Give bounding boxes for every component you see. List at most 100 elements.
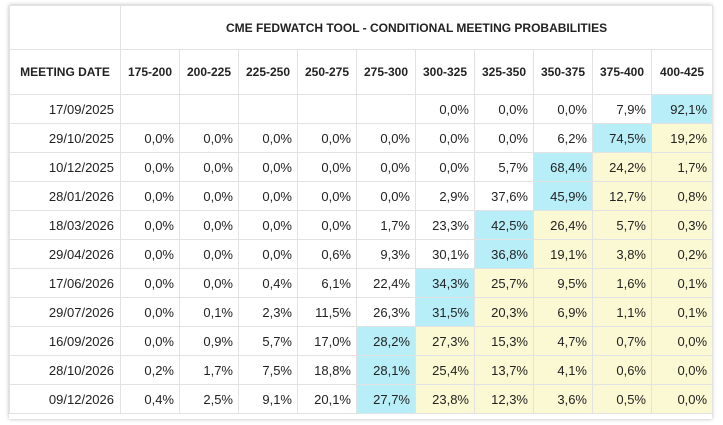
meeting-date-cell: 29/04/2026 <box>9 239 121 269</box>
probability-cell: 0,0% <box>179 268 239 298</box>
probability-cell: 0,0% <box>179 123 239 153</box>
probability-cell: 92,1% <box>650 94 714 124</box>
probability-cell: 0,7% <box>592 326 652 356</box>
probability-cell: 2,5% <box>179 384 239 414</box>
probability-cell: 0,0% <box>474 94 534 124</box>
probability-cell: 0,0% <box>356 123 416 153</box>
meeting-date-cell: 17/09/2025 <box>9 94 121 124</box>
probabilities-table: CME FEDWATCH TOOL - CONDITIONAL MEETING … <box>9 5 714 414</box>
probability-cell: 45,9% <box>533 181 593 211</box>
meeting-date-cell: 28/01/2026 <box>9 181 121 211</box>
probability-cell: 0,0% <box>533 94 593 124</box>
column-header-row: MEETING DATE 175-200 200-225 225-250 250-27… <box>9 49 714 95</box>
probability-cell: 0,2% <box>120 355 180 385</box>
probability-cell <box>238 94 298 124</box>
probability-cell: 0,0% <box>179 181 239 211</box>
rate-range-header: 400-425 <box>650 49 714 95</box>
table-row: 18/03/2026 0,0% 0,0% 0,0% 0,0% 1,7% 23,3% 42,5%… <box>9 210 714 240</box>
table-row: 17/09/2025 0,0% 0,0% 0,0% 7,9% 92,1% <box>9 94 714 124</box>
meeting-date-cell: 29/10/2025 <box>9 123 121 153</box>
probability-cell: 18,8% <box>297 355 357 385</box>
probability-cell: 3,6% <box>533 384 593 414</box>
rate-range-header: 175-200 <box>120 49 180 95</box>
probability-cell: 7,9% <box>592 94 652 124</box>
probability-cell: 0,4% <box>120 384 180 414</box>
probability-cell: 31,5% <box>415 297 475 327</box>
probability-cell: 9,3% <box>356 239 416 269</box>
probability-cell: 0,0% <box>650 384 714 414</box>
table-title: CME FEDWATCH TOOL - CONDITIONAL MEETING … <box>119 5 714 50</box>
probability-cell: 0,0% <box>120 268 180 298</box>
probability-cell: 1,1% <box>592 297 652 327</box>
probability-cell: 17,0% <box>297 326 357 356</box>
probability-cell: 27,3% <box>415 326 475 356</box>
fedwatch-panel: CME FEDWATCH TOOL - CONDITIONAL MEETING … <box>9 5 714 419</box>
probability-cell: 15,3% <box>474 326 534 356</box>
meeting-date-header: MEETING DATE <box>9 49 121 95</box>
probability-cell: 0,0% <box>297 181 357 211</box>
probability-cell: 4,1% <box>533 355 593 385</box>
probability-cell: 0,6% <box>592 355 652 385</box>
probability-cell: 6,1% <box>297 268 357 298</box>
probability-cell: 12,3% <box>474 384 534 414</box>
probability-cell: 22,4% <box>356 268 416 298</box>
probability-cell: 28,2% <box>356 326 416 356</box>
probability-cell: 42,5% <box>474 210 534 240</box>
probability-cell: 0,0% <box>120 181 180 211</box>
probability-cell: 3,8% <box>592 239 652 269</box>
probability-cell: 1,7% <box>650 152 714 182</box>
probability-cell: 0,0% <box>120 239 180 269</box>
rate-range-header: 325-350 <box>474 49 534 95</box>
rate-range-header: 300-325 <box>415 49 475 95</box>
probability-cell: 0,0% <box>297 210 357 240</box>
probability-cell: 36,8% <box>474 239 534 269</box>
probability-cell: 37,6% <box>474 181 534 211</box>
probability-cell: 0,0% <box>415 152 475 182</box>
probability-cell: 25,7% <box>474 268 534 298</box>
probability-cell: 11,5% <box>297 297 357 327</box>
rate-range-header: 275-300 <box>356 49 416 95</box>
probability-cell: 0,0% <box>415 123 475 153</box>
probability-cell: 20,3% <box>474 297 534 327</box>
probability-cell: 0,0% <box>120 123 180 153</box>
probability-cell: 0,0% <box>238 123 298 153</box>
meeting-date-cell: 17/06/2026 <box>9 268 121 298</box>
title-row: CME FEDWATCH TOOL - CONDITIONAL MEETING … <box>9 5 714 50</box>
probability-cell: 0,0% <box>238 239 298 269</box>
probability-cell: 19,2% <box>650 123 714 153</box>
probability-cell: 0,0% <box>356 181 416 211</box>
probability-cell: 74,5% <box>592 123 652 153</box>
table-row: 16/09/2026 0,0% 0,9% 5,7% 17,0% 28,2% 27,3% 15,… <box>9 326 714 356</box>
probability-cell: 0,0% <box>297 123 357 153</box>
probability-cell: 28,1% <box>356 355 416 385</box>
probability-cell: 0,0% <box>120 297 180 327</box>
meeting-date-cell: 28/10/2026 <box>9 355 121 385</box>
probability-cell: 9,5% <box>533 268 593 298</box>
meeting-date-cell: 09/12/2026 <box>9 384 121 414</box>
probability-cell: 2,3% <box>238 297 298 327</box>
meeting-date-cell: 29/07/2026 <box>9 297 121 327</box>
probability-cell: 26,3% <box>356 297 416 327</box>
probability-cell: 0,0% <box>120 326 180 356</box>
probability-cell: 24,2% <box>592 152 652 182</box>
probability-cell: 0,0% <box>356 152 416 182</box>
probability-cell <box>297 94 357 124</box>
probability-cell: 0,0% <box>474 123 534 153</box>
probability-cell: 2,9% <box>415 181 475 211</box>
probability-cell: 6,2% <box>533 123 593 153</box>
probability-cell: 27,7% <box>356 384 416 414</box>
probability-cell: 0,0% <box>179 239 239 269</box>
probability-cell: 0,4% <box>238 268 298 298</box>
rate-range-header: 250-275 <box>297 49 357 95</box>
table-row: 29/07/2026 0,0% 0,1% 2,3% 11,5% 26,3% 31,5% 20,… <box>9 297 714 327</box>
probability-cell: 68,4% <box>533 152 593 182</box>
probability-cell: 6,9% <box>533 297 593 327</box>
probability-cell: 5,7% <box>238 326 298 356</box>
rate-range-header: 225-250 <box>238 49 298 95</box>
probability-cell: 7,5% <box>238 355 298 385</box>
probability-cell: 19,1% <box>533 239 593 269</box>
probability-cell: 0,0% <box>415 94 475 124</box>
probability-cell: 0,0% <box>179 152 239 182</box>
probability-cell: 0,0% <box>179 210 239 240</box>
probability-cell: 0,1% <box>179 297 239 327</box>
